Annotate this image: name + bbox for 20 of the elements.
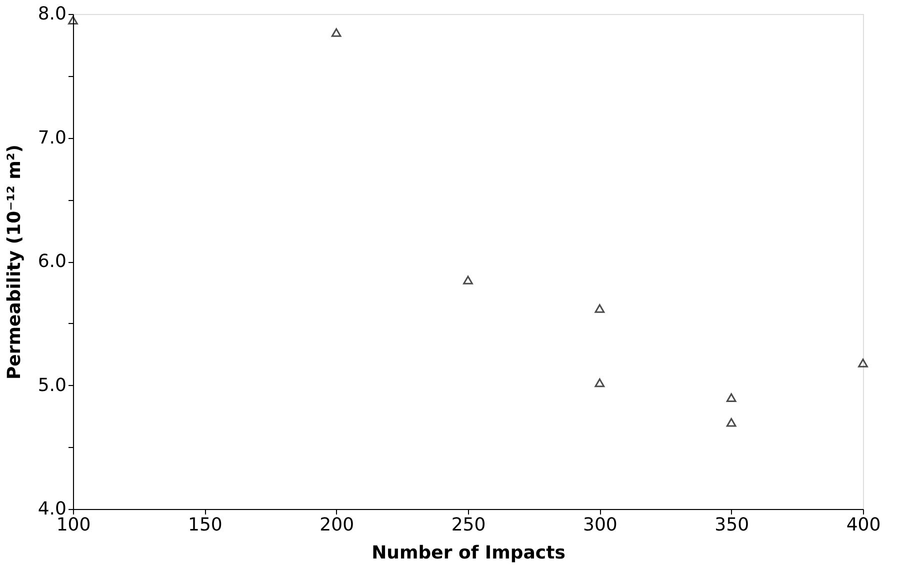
y-tick-label: 8.0 — [38, 4, 66, 24]
y-tick-label: 7.0 — [38, 127, 66, 148]
x-tick-label: 200 — [320, 514, 354, 536]
y-axis-title: Permeability (10⁻¹² m²) — [4, 144, 25, 380]
x-tick-label: 350 — [714, 514, 750, 536]
point — [594, 304, 605, 313]
point — [858, 358, 868, 368]
x-tick-label: 400 — [846, 514, 881, 536]
point — [331, 28, 342, 37]
x-tick-label: 250 — [451, 514, 486, 536]
x-tick-label: 150 — [188, 514, 222, 536]
point — [726, 418, 736, 427]
y-tick-label: 5.0 — [38, 374, 66, 396]
point — [726, 393, 736, 402]
point — [594, 378, 605, 388]
x-tick-label: 300 — [582, 514, 618, 536]
y-tick-label: 6.0 — [38, 251, 66, 272]
x-tick-label: 100 — [56, 514, 91, 536]
point — [463, 276, 473, 284]
x-axis-title: Number of Impacts — [372, 542, 566, 564]
